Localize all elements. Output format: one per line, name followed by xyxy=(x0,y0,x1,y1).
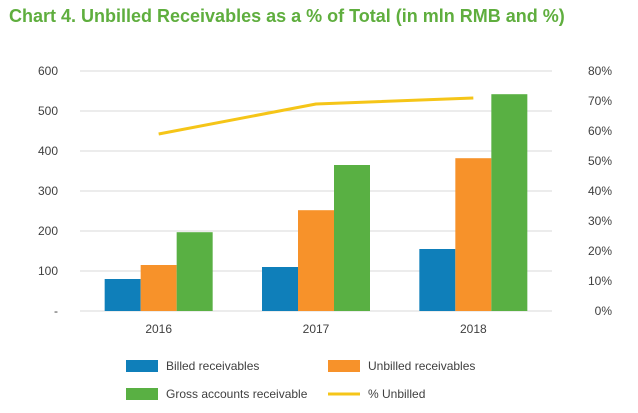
y-tick-label: - xyxy=(54,304,58,318)
y2-tick-label: 0% xyxy=(595,304,613,318)
legend-label: Billed receivables xyxy=(166,359,259,373)
bar xyxy=(334,165,370,311)
y2-tick-label: 30% xyxy=(588,214,612,228)
y-tick-label: 400 xyxy=(38,144,58,158)
bar xyxy=(455,158,492,311)
y-tick-label: 500 xyxy=(38,104,58,118)
percent-unbilled-line xyxy=(158,96,474,136)
y2-tick-label: 70% xyxy=(588,94,612,108)
percent-line-layer xyxy=(158,96,474,136)
bar xyxy=(298,210,334,311)
bar xyxy=(262,267,298,311)
axes: - 100 200 300 400 500 600 0% 10% 20% 30% 40% 50% 60% 7… xyxy=(38,64,612,336)
legend-swatch xyxy=(328,360,360,372)
y-tick-label: 300 xyxy=(38,184,58,198)
bar xyxy=(176,232,213,311)
x-tick-label: 2016 xyxy=(145,322,172,336)
x-tick-label: 2017 xyxy=(303,322,330,336)
legend-label: Unbilled receivables xyxy=(368,359,475,373)
bar xyxy=(491,94,528,311)
y2-tick-label: 50% xyxy=(588,154,612,168)
y-tick-label: 200 xyxy=(38,224,58,238)
legend-swatch xyxy=(126,388,158,400)
y2-tick-label: 40% xyxy=(588,184,612,198)
y2-tick-label: 60% xyxy=(588,124,612,138)
x-tick-label: 2018 xyxy=(460,322,487,336)
y2-tick-label: 10% xyxy=(588,274,612,288)
bar xyxy=(140,265,177,311)
y-tick-label: 100 xyxy=(38,264,58,278)
bar xyxy=(104,279,141,311)
y-tick-label: 600 xyxy=(38,64,58,78)
y2-tick-label: 80% xyxy=(588,64,612,78)
y2-tick-label: 20% xyxy=(588,244,612,258)
legend: Billed receivables Unbilled receivables Gr… xyxy=(126,359,475,401)
bar xyxy=(419,249,456,311)
legend-swatch xyxy=(126,360,158,372)
bars xyxy=(104,94,528,311)
chart-title: Chart 4. Unbilled Receivables as a % of … xyxy=(9,6,565,26)
legend-label: % Unbilled xyxy=(368,387,425,401)
legend-label: Gross accounts receivable xyxy=(166,387,308,401)
